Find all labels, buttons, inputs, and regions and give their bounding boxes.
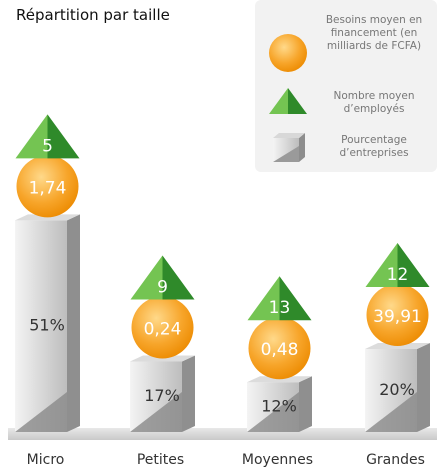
bar-label: 12% — [261, 397, 297, 416]
finance-label: 0,48 — [261, 340, 299, 360]
bar-side — [182, 355, 195, 432]
bar-front — [15, 220, 67, 432]
bar-side — [299, 376, 312, 432]
bar-label: 17% — [144, 386, 180, 405]
x-tick-label: Moyennes — [242, 452, 313, 468]
floor — [8, 428, 437, 440]
finance-label: 1,74 — [29, 178, 67, 198]
x-tick-label: Grandes — [366, 452, 425, 468]
bar-shade — [15, 392, 67, 432]
finance-ball — [248, 317, 311, 380]
bar-label: 20% — [379, 380, 415, 399]
bar-shade — [365, 392, 417, 432]
legend-label: Besoins moyen en financement (en milliar… — [325, 14, 423, 52]
finance-ball — [131, 296, 194, 359]
employee-triangle — [15, 114, 48, 159]
employee-triangle-shade — [397, 243, 430, 287]
legend-cube — [273, 133, 305, 162]
employee-triangle — [247, 276, 280, 321]
legend-triangle — [269, 88, 307, 114]
employee-triangle — [365, 243, 398, 287]
legend-label: Pourcentage d’entreprises — [339, 134, 409, 159]
finance-ball — [16, 155, 79, 218]
legend-label: Nombre moyen d’employés — [333, 90, 415, 115]
employee-triangle-shade — [47, 114, 80, 159]
bar-side — [67, 214, 80, 432]
x-tick-label: Micro — [27, 452, 65, 468]
bar-shade — [130, 392, 182, 432]
bar-side — [417, 343, 430, 432]
employee-label: 13 — [269, 298, 291, 318]
bar-label: 51% — [29, 316, 65, 335]
employee-triangle — [130, 255, 163, 300]
legend-ball — [269, 34, 307, 72]
finance-label: 39,91 — [373, 307, 422, 327]
x-tick-label: Petites — [137, 452, 184, 468]
employee-label: 12 — [387, 265, 409, 285]
employee-triangle-shade — [162, 255, 195, 300]
bar-shade — [247, 392, 299, 432]
legend: Besoins moyen en financement (en milliar… — [255, 0, 437, 172]
employee-label: 5 — [42, 136, 53, 156]
employee-label: 9 — [157, 277, 168, 297]
employee-triangle-shade — [279, 276, 312, 321]
finance-ball — [366, 284, 429, 346]
chart-title: Répartition par taille — [16, 6, 170, 24]
finance-label: 0,24 — [144, 319, 182, 339]
